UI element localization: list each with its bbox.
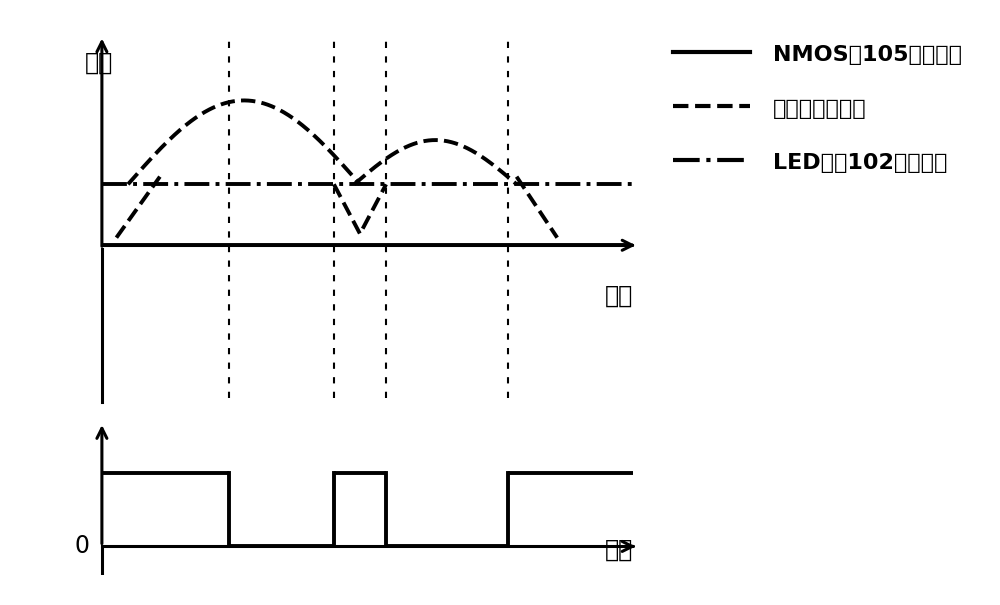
Text: 时间: 时间 <box>604 538 633 562</box>
Text: 电压: 电压 <box>84 51 113 75</box>
Text: 时间: 时间 <box>604 283 633 307</box>
Text: 0: 0 <box>74 534 89 558</box>
Legend: NMOS管105源极电压, 整流之后的电压, LED灯串102两端电压: NMOS管105源极电压, 整流之后的电压, LED灯串102两端电压 <box>650 20 984 195</box>
